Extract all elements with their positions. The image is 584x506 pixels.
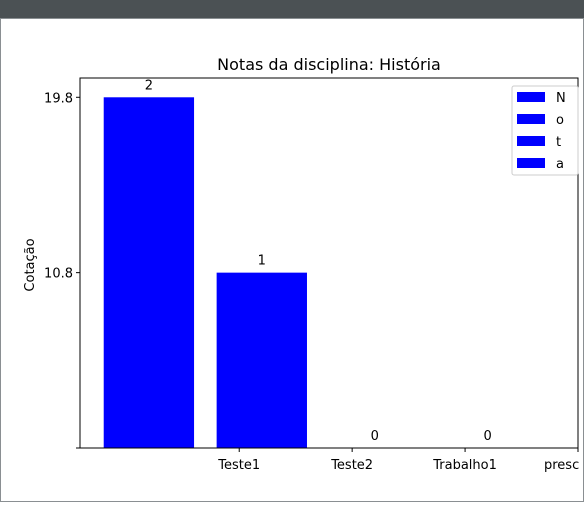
- legend-swatch: [517, 92, 545, 102]
- bar: [103, 97, 195, 449]
- legend-label: o: [556, 113, 564, 128]
- legend-box: [511, 85, 579, 176]
- legend-label: t: [556, 135, 561, 150]
- x-tick-label: presc: [544, 458, 579, 473]
- legend-swatch: [517, 158, 545, 168]
- y-tick-label: 10.8: [44, 267, 73, 282]
- bar: [216, 272, 307, 448]
- x-tick-label: Teste1: [217, 458, 260, 473]
- data-label: 1: [258, 254, 266, 269]
- x-tick-label: Trabalho1: [432, 458, 497, 473]
- legend-label: a: [556, 157, 564, 172]
- legend-swatch: [517, 136, 545, 146]
- y-axis-label: Cotação: [23, 238, 38, 291]
- legend-swatch: [517, 114, 545, 124]
- data-label: 0: [484, 429, 492, 444]
- y-tick-label: 19.8: [44, 91, 73, 106]
- data-label: 2: [145, 78, 153, 93]
- x-tick-label: Teste2: [330, 458, 373, 473]
- axes-frame: [79, 77, 579, 449]
- title-bar: [0, 0, 584, 18]
- data-label: 0: [371, 429, 379, 444]
- chart-title: Notas da disciplina: História: [217, 55, 441, 74]
- legend-label: N: [556, 91, 566, 106]
